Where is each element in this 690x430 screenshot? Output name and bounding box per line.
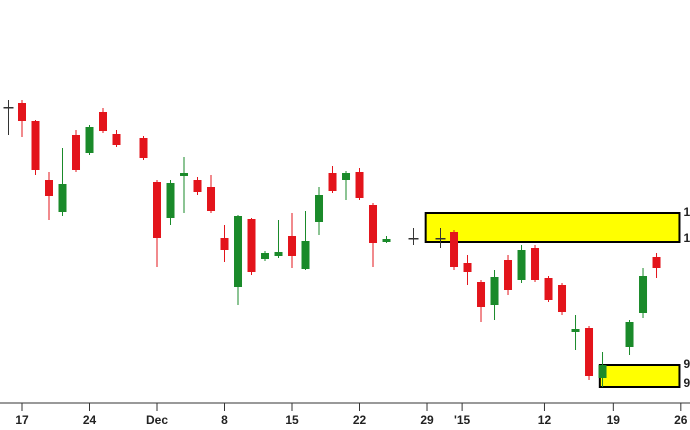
zone-label: 9 [683,357,690,371]
x-tick-label: 17 [15,413,29,427]
x-tick-label: 15 [285,413,299,427]
candle-body [504,260,513,290]
candle-body [139,138,148,158]
candle-body [435,238,446,240]
x-tick-label: Dec [146,413,168,427]
x-tick-label: 19 [607,413,621,427]
candle-body [369,205,378,243]
candle-body [18,103,27,121]
candle-body [193,180,202,192]
candle-body [315,195,324,222]
candle-body [450,232,459,267]
candle-body [585,328,594,376]
candle-body [571,329,580,332]
candle-body [220,238,229,250]
candle-body [342,173,351,180]
candle-body [625,322,634,347]
zone-label: 9 [683,376,690,390]
candle-body [652,257,661,268]
candle-body [477,282,486,307]
candle-body [382,239,391,242]
candle-body [180,173,189,176]
candle-body [45,180,54,196]
candle-body [72,135,81,170]
candle-body [112,134,121,145]
candle-body [544,278,553,300]
x-tick-label: 26 [674,413,688,427]
candle-body [31,121,40,170]
candle-body [247,219,256,272]
candle-body [99,112,108,131]
candle-body [288,236,297,256]
candle-body [274,252,283,256]
candle-body [490,277,499,305]
candle-body [463,263,472,272]
candle-body [517,250,526,280]
candle-body [328,173,337,191]
candle-body [355,172,364,198]
zone-label: 1 [683,205,690,219]
candle-body [598,365,607,378]
x-tick-label: 8 [221,413,228,427]
zone [598,364,681,388]
candle-body [58,184,67,212]
candle-body [3,107,14,109]
x-tick-label: 29 [420,413,434,427]
zone [424,212,681,243]
x-tick-label: 24 [83,413,97,427]
candle-body [408,238,419,240]
candle-body [207,187,216,211]
candle-body [301,241,310,269]
candle-body [234,216,243,287]
zone-label: 1 [683,231,690,245]
candle-body [639,276,648,313]
x-tick-label: '15 [454,413,471,427]
candle-body [153,182,162,238]
x-tick-label: 22 [353,413,367,427]
candle-body [166,183,175,218]
candle-body [85,127,94,153]
x-tick-label: 12 [538,413,552,427]
candle-body [531,248,540,280]
candle-body [558,285,567,312]
candle-body [261,253,270,259]
